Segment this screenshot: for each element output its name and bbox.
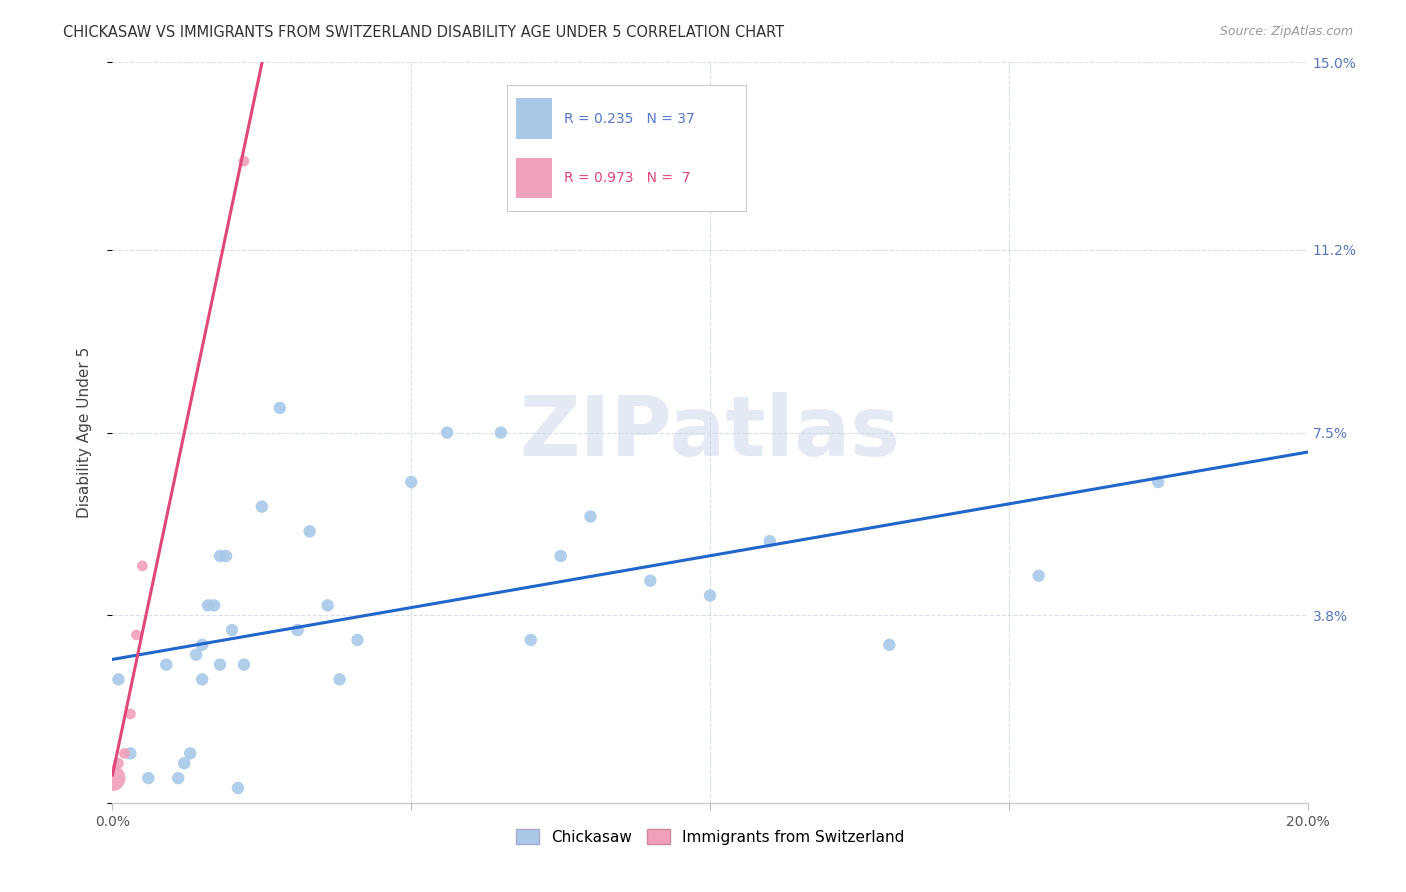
Point <box>186 648 208 662</box>
Point <box>179 747 201 761</box>
Point <box>233 154 256 169</box>
Point <box>138 771 160 785</box>
Point <box>640 574 662 588</box>
Point <box>131 558 153 573</box>
Point <box>316 599 339 613</box>
Point <box>287 623 309 637</box>
Text: ZIPatlas: ZIPatlas <box>520 392 900 473</box>
Point <box>550 549 572 563</box>
Point <box>489 425 512 440</box>
Text: CHICKASAW VS IMMIGRANTS FROM SWITZERLAND DISABILITY AGE UNDER 5 CORRELATION CHAR: CHICKASAW VS IMMIGRANTS FROM SWITZERLAND… <box>63 25 785 40</box>
Point <box>215 549 238 563</box>
Point <box>879 638 901 652</box>
Point <box>197 599 219 613</box>
Point <box>155 657 177 672</box>
Text: Source: ZipAtlas.com: Source: ZipAtlas.com <box>1219 25 1353 38</box>
Point <box>209 657 232 672</box>
Point <box>250 500 273 514</box>
Point <box>298 524 321 539</box>
Point <box>233 657 256 672</box>
Point <box>699 589 721 603</box>
Point <box>226 780 249 795</box>
Point <box>191 673 214 687</box>
Point <box>167 771 190 785</box>
Point <box>346 632 368 647</box>
Legend: Chickasaw, Immigrants from Switzerland: Chickasaw, Immigrants from Switzerland <box>509 822 911 851</box>
Point <box>1147 475 1170 489</box>
Point <box>579 509 602 524</box>
Point <box>759 534 782 549</box>
Point <box>125 628 148 642</box>
Y-axis label: Disability Age Under 5: Disability Age Under 5 <box>77 347 91 518</box>
Point <box>107 673 129 687</box>
Point <box>101 771 124 785</box>
Point <box>401 475 423 489</box>
Point <box>436 425 458 440</box>
Point <box>114 747 135 761</box>
Point <box>120 706 142 721</box>
Point <box>1028 568 1050 582</box>
Point <box>173 756 195 771</box>
Point <box>120 747 142 761</box>
Point <box>221 623 243 637</box>
Point <box>329 673 352 687</box>
Point <box>520 632 543 647</box>
Point <box>269 401 291 415</box>
Point <box>191 638 214 652</box>
Point <box>202 599 225 613</box>
Point <box>209 549 232 563</box>
Point <box>107 756 129 771</box>
